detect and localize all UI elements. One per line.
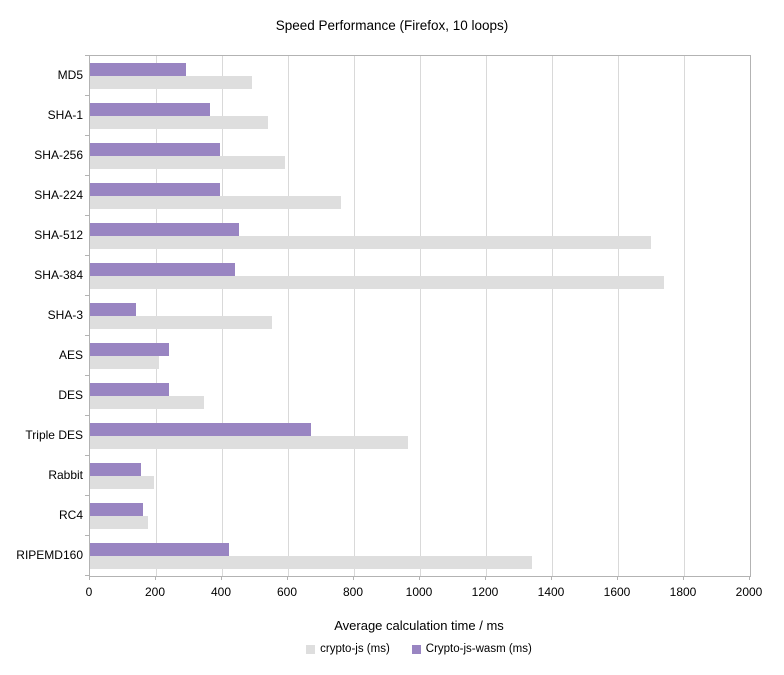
x-axis-title: Average calculation time / ms xyxy=(334,618,504,633)
gridline xyxy=(486,56,487,576)
y-axis-tick xyxy=(85,135,89,136)
x-tick-label: 400 xyxy=(210,585,232,599)
category-label: SHA-512 xyxy=(34,228,83,242)
x-axis-tick xyxy=(353,576,354,580)
category-label: SHA-256 xyxy=(34,148,83,162)
x-axis-tick xyxy=(551,576,552,580)
plot-area xyxy=(89,55,751,577)
x-tick-label: 600 xyxy=(276,585,298,599)
bar-triple-des-crypto-js-wasm xyxy=(90,423,311,436)
legend-item: crypto-js (ms) xyxy=(306,643,390,655)
bar-aes-crypto-js-wasm xyxy=(90,343,169,356)
bar-sha-224-crypto-js-wasm xyxy=(90,183,220,196)
x-axis-tick xyxy=(155,576,156,580)
bar-ripemd160-crypto-js xyxy=(90,556,532,569)
gridline xyxy=(684,56,685,576)
legend-label: Crypto-js-wasm (ms) xyxy=(425,643,532,655)
gridline xyxy=(552,56,553,576)
x-tick-label: 1000 xyxy=(405,585,433,599)
category-label: RIPEMD160 xyxy=(16,548,83,562)
gridline xyxy=(420,56,421,576)
bar-sha-1-crypto-js xyxy=(90,116,268,129)
gridline xyxy=(618,56,619,576)
y-axis-tick xyxy=(85,295,89,296)
y-axis-tick xyxy=(85,95,89,96)
bar-sha-512-crypto-js-wasm xyxy=(90,223,239,236)
x-tick-label: 200 xyxy=(144,585,166,599)
x-axis-tick xyxy=(485,576,486,580)
y-axis-tick xyxy=(85,175,89,176)
x-tick-label: 800 xyxy=(342,585,364,599)
y-axis-tick xyxy=(85,215,89,216)
bar-sha-256-crypto-js-wasm xyxy=(90,143,220,156)
bar-sha-3-crypto-js-wasm xyxy=(90,303,136,316)
bar-rc4-crypto-js xyxy=(90,516,148,529)
y-axis-tick xyxy=(85,535,89,536)
y-axis-tick xyxy=(85,335,89,336)
y-axis-tick xyxy=(85,55,89,56)
legend-swatch-crypto-js-ms- xyxy=(306,644,316,654)
bar-rabbit-crypto-js-wasm xyxy=(90,463,141,476)
category-label: SHA-384 xyxy=(34,268,83,282)
y-axis-tick xyxy=(85,495,89,496)
category-label: DES xyxy=(58,388,83,402)
legend: crypto-js (ms) Crypto-js-wasm (ms) xyxy=(89,643,749,655)
bar-md5-crypto-js-wasm xyxy=(90,63,186,76)
x-tick-label: 1800 xyxy=(669,585,697,599)
legend-item: Crypto-js-wasm (ms) xyxy=(411,643,532,655)
y-axis-tick xyxy=(85,255,89,256)
category-label: MD5 xyxy=(57,68,83,82)
category-label: AES xyxy=(58,348,83,362)
bar-sha-224-crypto-js xyxy=(90,196,341,209)
bar-triple-des-crypto-js xyxy=(90,436,408,449)
x-axis-tick xyxy=(89,576,90,580)
gridline xyxy=(354,56,355,576)
bar-sha-3-crypto-js xyxy=(90,316,272,329)
y-axis-tick xyxy=(85,575,89,576)
bar-aes-crypto-js xyxy=(90,356,159,369)
bar-des-crypto-js xyxy=(90,396,204,409)
bar-ripemd160-crypto-js-wasm xyxy=(90,543,229,556)
legend-label: crypto-js (ms) xyxy=(320,643,390,655)
y-axis-tick xyxy=(85,415,89,416)
legend-swatch-crypto-js-wasm-ms- xyxy=(411,644,421,654)
bar-md5-crypto-js xyxy=(90,76,252,89)
category-label: RC4 xyxy=(58,508,83,522)
gridline xyxy=(288,56,289,576)
bar-rabbit-crypto-js xyxy=(90,476,154,489)
category-label: SHA-224 xyxy=(34,188,83,202)
bar-sha-256-crypto-js xyxy=(90,156,285,169)
bar-des-crypto-js-wasm xyxy=(90,383,169,396)
x-axis-tick xyxy=(749,576,750,580)
x-axis-tick xyxy=(419,576,420,580)
category-label: SHA-1 xyxy=(47,108,83,122)
category-label: Rabbit xyxy=(48,468,83,482)
x-axis-tick xyxy=(617,576,618,580)
x-tick-label: 0 xyxy=(85,585,93,599)
y-axis-tick xyxy=(85,455,89,456)
x-axis-tick xyxy=(683,576,684,580)
x-axis-tick xyxy=(221,576,222,580)
x-axis-tick xyxy=(287,576,288,580)
bar-sha-384-crypto-js xyxy=(90,276,664,289)
y-axis-tick xyxy=(85,375,89,376)
chart-title: Speed Performance (Firefox, 10 loops) xyxy=(275,18,509,33)
category-label: SHA-3 xyxy=(47,308,83,322)
bar-sha-512-crypto-js xyxy=(90,236,651,249)
bar-sha-1-crypto-js-wasm xyxy=(90,103,210,116)
x-tick-label: 1400 xyxy=(537,585,565,599)
category-label: Triple DES xyxy=(25,428,83,442)
bar-rc4-crypto-js-wasm xyxy=(90,503,143,516)
x-tick-label: 2000 xyxy=(735,585,763,599)
bar-sha-384-crypto-js-wasm xyxy=(90,263,235,276)
x-tick-label: 1200 xyxy=(471,585,499,599)
x-tick-label: 1600 xyxy=(603,585,631,599)
